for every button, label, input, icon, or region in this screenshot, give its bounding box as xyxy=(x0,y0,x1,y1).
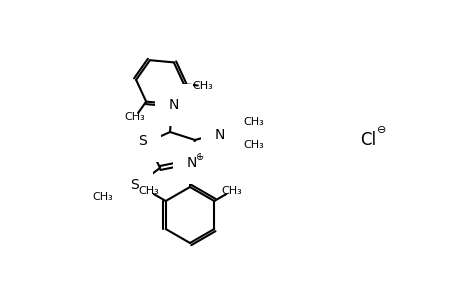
Text: CH₃: CH₃ xyxy=(221,186,241,196)
Text: ⊕: ⊕ xyxy=(195,152,202,162)
Text: S: S xyxy=(138,134,147,148)
Text: CH₃: CH₃ xyxy=(138,186,158,196)
Text: CH₃: CH₃ xyxy=(124,112,145,122)
Text: CH₃: CH₃ xyxy=(242,140,263,150)
Text: Cl: Cl xyxy=(359,131,375,149)
Text: N: N xyxy=(214,128,225,142)
Text: CH₃: CH₃ xyxy=(242,117,263,127)
Text: CH₃: CH₃ xyxy=(192,81,213,91)
Text: N: N xyxy=(186,156,197,170)
Text: ⊖: ⊖ xyxy=(376,125,386,135)
Text: CH₃: CH₃ xyxy=(92,192,113,202)
Text: N: N xyxy=(168,98,179,112)
Text: S: S xyxy=(130,178,139,192)
